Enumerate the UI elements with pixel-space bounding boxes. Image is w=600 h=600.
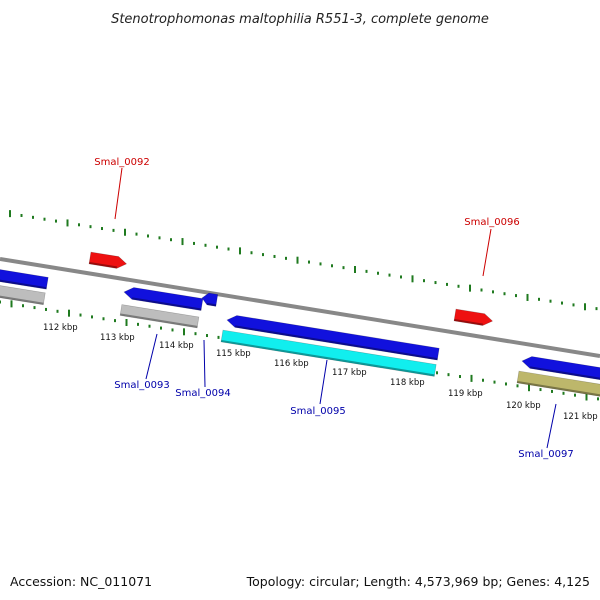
kbp-label: 114 kbp [159, 341, 194, 351]
genome-summary-text: Topology: circular; Length: 4,573,969 bp… [246, 574, 590, 589]
gene-labels: Smal_0092 Smal_0093 Smal_0094 Smal_0095 Smal… [94, 157, 573, 460]
gene-label-leader [145, 333, 158, 380]
gene-arrow [453, 308, 494, 326]
gene-label-leader [482, 228, 492, 277]
gene-shadow [221, 339, 435, 377]
gene-arrow [516, 370, 600, 398]
gene-arrow [521, 356, 600, 382]
gene-feature[interactable] [0, 268, 49, 290]
outer-tick-ring [9, 210, 598, 311]
gene-smal-0095[interactable] [226, 314, 440, 361]
gene-label-smal-0094[interactable]: Smal_0094 [175, 388, 230, 399]
gene-shadow [0, 279, 47, 290]
gene-label-smal-0096[interactable]: Smal_0096 [464, 217, 519, 228]
kbp-label: 115 kbp [216, 349, 251, 359]
gene-label-leader [546, 403, 557, 449]
gene-smal-0097[interactable] [516, 370, 600, 398]
map-title: Stenotrophomonas maltophilia R551-3, com… [111, 12, 489, 27]
gene-feature[interactable] [123, 286, 204, 311]
kbp-label: 120 kbp [506, 401, 541, 411]
gene-feature[interactable] [0, 283, 46, 306]
gene-label-leader [114, 167, 123, 220]
gene-arrow [226, 315, 440, 361]
kbp-label: 116 kbp [274, 359, 309, 369]
gene-arrow [119, 304, 200, 329]
gene-arrow [123, 287, 204, 311]
gene-label-smal-0097[interactable]: Smal_0097 [518, 449, 573, 460]
gene-features [0, 251, 600, 398]
kbp-label: 119 kbp [448, 389, 483, 399]
kbp-label: 112 kbp [43, 323, 78, 333]
gene-feature[interactable] [119, 304, 200, 329]
gene-label-smal-0092[interactable]: Smal_0092 [94, 157, 149, 168]
gene-smal-0093[interactable] [201, 292, 219, 307]
gene-shadow [120, 313, 198, 328]
gene-smal-0092[interactable] [88, 251, 128, 270]
gene-shadow [0, 293, 44, 305]
gene-shadow [517, 380, 600, 398]
gene-shadow [234, 325, 438, 361]
accession-text: Accession: NC_011071 [10, 574, 152, 589]
gene-arrow [201, 292, 219, 307]
kbp-labels: 112 kbp 113 kbp 114 kbp 115 kbp 116 kbp 117 k… [43, 323, 598, 422]
gene-smal-0096[interactable] [453, 308, 494, 327]
kbp-label: 121 kbp [563, 412, 598, 422]
kbp-label: 118 kbp [390, 378, 425, 388]
gene-shadow [454, 318, 483, 326]
gene-arrow [0, 283, 46, 306]
gene-arrow [0, 269, 49, 290]
gene-feature[interactable] [220, 329, 437, 377]
kbp-label: 117 kbp [332, 368, 367, 378]
gene-arrow [220, 329, 437, 377]
gene-shadow [206, 302, 217, 307]
gene-shadow [89, 261, 118, 269]
gene-label-leader [319, 359, 328, 405]
gene-shadow [131, 297, 202, 311]
kbp-label: 113 kbp [100, 333, 135, 343]
gene-label-smal-0093[interactable]: Smal_0093 [114, 380, 169, 391]
gene-arrow [88, 251, 128, 269]
gene-label-leader [203, 339, 206, 388]
genome-backbone [0, 257, 600, 358]
gene-label-smal-0095[interactable]: Smal_0095 [290, 406, 345, 417]
gene-shadow [529, 366, 600, 381]
gene-feature[interactable] [521, 355, 600, 382]
